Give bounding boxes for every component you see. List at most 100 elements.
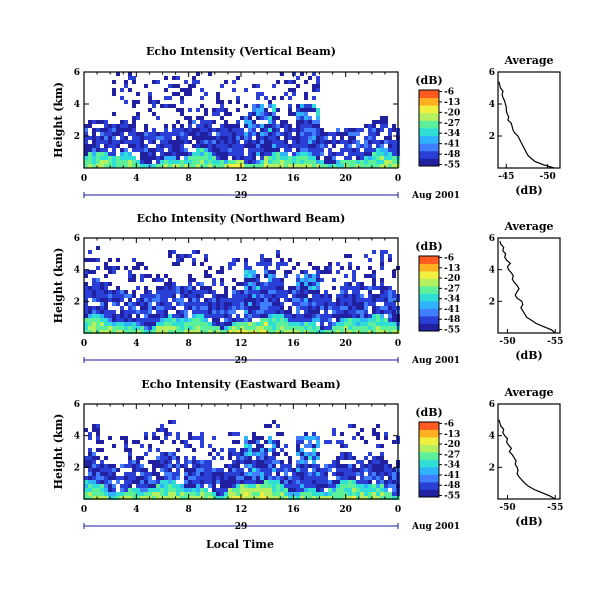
heatmap-cell: [236, 432, 240, 436]
heatmap-cell: [260, 140, 264, 144]
heatmap-cell: [292, 156, 296, 160]
heatmap-cell: [304, 286, 308, 290]
heatmap-cell: [96, 488, 100, 492]
heatmap-cell: [100, 132, 104, 136]
heatmap-cell: [228, 152, 232, 156]
heatmap-cell: [380, 314, 384, 318]
heatmap-cell: [324, 306, 328, 310]
heatmap-cell: [188, 164, 192, 168]
heatmap-cell: [360, 160, 364, 164]
heatmap-cell: [156, 460, 160, 464]
colorbar-tick-label: -48: [444, 481, 460, 491]
heatmap-cell: [180, 88, 184, 92]
heatmap-cell: [252, 124, 256, 128]
heatmap-cell: [128, 294, 132, 298]
heatmap-cell: [184, 488, 188, 492]
heatmap-cell: [308, 330, 312, 334]
heatmap-cell: [100, 136, 104, 140]
heatmap-cell: [208, 164, 212, 168]
heatmap-cell: [216, 160, 220, 164]
heatmap-cell: [256, 314, 260, 318]
heatmap-cell: [192, 448, 196, 452]
heatmap-cell: [256, 440, 260, 444]
heatmap-cell: [92, 144, 96, 148]
heatmap-cell: [200, 282, 204, 286]
heatmap-cell: [140, 164, 144, 168]
heatmap-cell: [248, 472, 252, 476]
heatmap-cell: [104, 496, 108, 500]
heatmap-cell: [164, 282, 168, 286]
heatmap-cell: [140, 310, 144, 314]
heatmap-cell: [92, 468, 96, 472]
heatmap-cell: [200, 132, 204, 136]
heatmap-cell: [88, 270, 92, 274]
heatmap-cell: [204, 492, 208, 496]
heatmap-cell: [128, 164, 132, 168]
heatmap-cell: [104, 476, 108, 480]
heatmap-cell: [124, 294, 128, 298]
heatmap-cell: [232, 452, 236, 456]
heatmap-cell: [156, 448, 160, 452]
heatmap-cell: [296, 322, 300, 326]
heatmap-cell: [240, 160, 244, 164]
heatmap-cell: [304, 488, 308, 492]
heatmap-cell: [172, 440, 176, 444]
heatmap-cell: [168, 314, 172, 318]
heatmap-cell: [260, 444, 264, 448]
heatmap-cell: [216, 476, 220, 480]
heatmap-cell: [348, 152, 352, 156]
heatmap-cell: [112, 464, 116, 468]
colorbar-step: [419, 448, 439, 451]
heatmap-cell: [236, 456, 240, 460]
heatmap-cell: [260, 488, 264, 492]
heatmap-cell: [296, 124, 300, 128]
heatmap-cell: [392, 290, 396, 294]
heatmap-cell: [148, 108, 152, 112]
heatmap-cell: [172, 318, 176, 322]
heatmap-cell: [196, 310, 200, 314]
heatmap-cell: [368, 464, 372, 468]
heatmap-cell: [252, 108, 256, 112]
heatmap-cell: [180, 258, 184, 262]
heatmap-cell: [340, 298, 344, 302]
heatmap-cell: [96, 298, 100, 302]
heatmap-cell: [260, 472, 264, 476]
heatmap-cell: [144, 132, 148, 136]
heatmap-cell: [248, 456, 252, 460]
heatmap-cell: [216, 302, 220, 306]
heatmap-cell: [88, 432, 92, 436]
heatmap-cell: [196, 318, 200, 322]
heatmap-cell: [312, 156, 316, 160]
heatmap-cell: [300, 72, 304, 76]
colorbar-step: [419, 293, 439, 296]
heatmap-cell: [112, 302, 116, 306]
heatmap-cell: [212, 480, 216, 484]
heatmap-cell: [260, 124, 264, 128]
heatmap-cell: [180, 112, 184, 116]
heatmap-cell: [160, 152, 164, 156]
colorbar-step: [419, 461, 439, 464]
heatmap-cell: [172, 290, 176, 294]
heatmap-cell: [144, 298, 148, 302]
heatmap-cell: [292, 140, 296, 144]
heatmap-cell: [132, 274, 136, 278]
heatmap-cell: [112, 322, 116, 326]
heatmap-cell: [320, 472, 324, 476]
heatmap-cell: [284, 80, 288, 84]
heatmap-cell: [232, 448, 236, 452]
heatmap-cell: [220, 472, 224, 476]
heatmap-cell: [120, 298, 124, 302]
heatmap-cell: [88, 452, 92, 456]
heatmap-cell: [312, 282, 316, 286]
heatmap-cell: [264, 322, 268, 326]
heatmap-cell: [312, 492, 316, 496]
heatmap-cell: [176, 330, 180, 334]
heatmap-cell: [280, 306, 284, 310]
heatmap-cell: [260, 452, 264, 456]
heatmap-cell: [232, 492, 236, 496]
heatmap-cell: [344, 148, 348, 152]
heatmap-cell: [380, 116, 384, 120]
heatmap-cell: [276, 124, 280, 128]
heatmap-cell: [360, 488, 364, 492]
heatmap-cell: [368, 492, 372, 496]
